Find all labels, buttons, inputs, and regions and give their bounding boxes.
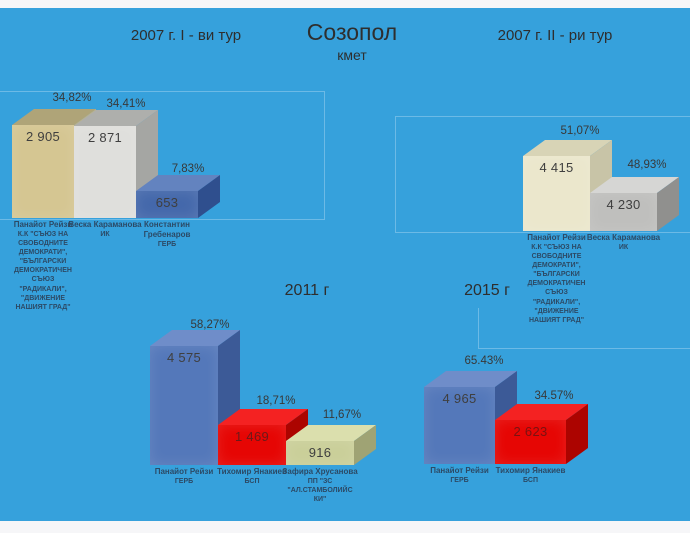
- bar-top-face: [74, 110, 158, 126]
- bar-value-label: 4 230: [606, 197, 641, 212]
- candidate-party: к.к "СЪЮЗ НА СВОБОДНИТЕ ДЕМОКРАТИ", "БЪЛ…: [14, 231, 72, 311]
- bar-category-label: Тихомир Янакиев БСП: [207, 467, 297, 486]
- header-2015: 2015 г: [464, 282, 510, 299]
- bar-percent-label: 7,83%: [171, 163, 205, 175]
- candidate-name: Веска Караманова: [586, 233, 661, 242]
- bar-percent-label: 18,71%: [256, 395, 296, 407]
- header-2007-round2: 2007 г. II - ри тур: [497, 27, 613, 44]
- bar-front-face: 1 469: [218, 425, 286, 465]
- bar-2007-r1-2: 2 871: [74, 126, 136, 218]
- bar-percent-label: 58,27%: [190, 319, 230, 331]
- bar-category-label: Веска Караманова ИК: [60, 220, 150, 239]
- candidate-party: БСП: [244, 478, 260, 485]
- plot-frame-2007-round1: [0, 91, 325, 220]
- bar-top-face: [136, 175, 220, 191]
- candidate-party: ИК: [100, 231, 110, 238]
- candidate-party: БСП: [522, 477, 539, 484]
- candidate-name: Зафира Хрусанова: [282, 467, 358, 476]
- bar-percent-label: 48,93%: [627, 159, 667, 171]
- bar-2007-r1-1: 2 905: [12, 125, 74, 218]
- header-2007-round1: 2007 г. I - ви тур: [130, 27, 242, 44]
- bar-front-face: 916: [286, 441, 354, 465]
- bar-front-face: 4 965: [424, 387, 495, 464]
- bar-front-face: 2 623: [495, 420, 566, 464]
- bar-value-label: 1 469: [234, 429, 270, 444]
- bar-top-face: [523, 140, 612, 156]
- candidate-name: Панайот Рейзи: [154, 467, 214, 476]
- bar-side-face: [566, 404, 588, 464]
- header-2011: 2011 г: [284, 282, 330, 299]
- bar-value-label: 4 575: [166, 350, 202, 365]
- bar-category-label: Панайот Рейзи ГЕРБ: [415, 466, 505, 485]
- bar-front-face: 4 415: [523, 156, 590, 231]
- candidate-name: Тихомир Янакиев: [495, 466, 566, 475]
- bar-category-label: Веска Караманова ИК: [579, 233, 669, 252]
- bar-side-face: [657, 177, 679, 231]
- candidate-name: Панайот Рейзи: [430, 466, 489, 475]
- bar-value-label: 2 871: [87, 130, 123, 145]
- bar-front-face: 2 905: [12, 125, 74, 218]
- bar-top-face: [495, 404, 588, 420]
- bar-category-label: Зафира Хрусанова ПП "ЗС "АЛ.СТАМБОЛИЙСКИ": [275, 467, 365, 504]
- bar-percent-label: 34.57%: [534, 390, 574, 402]
- chart-canvas: 2007 г. I - ви тур Созопол кмет 2007 г. …: [0, 8, 690, 521]
- bar-top-face: [424, 371, 517, 387]
- page-subtitle: кмет: [337, 47, 367, 63]
- bar-category-label: Панайот Рейзи к.к "СЪЮЗ НА СВОБОДНИТЕ ДЕМ…: [0, 220, 88, 312]
- bar-percent-label: 34,82%: [52, 92, 92, 104]
- bar-top-face: [218, 409, 308, 425]
- candidate-name: Тихомир Янакиев: [217, 467, 287, 476]
- bar-value-label: 916: [308, 445, 332, 460]
- plot-frame-2007-round2: [395, 116, 690, 233]
- bar-value-label: 2 905: [25, 129, 61, 144]
- bar-category-label: Панайот Рейзи ГЕРБ: [139, 467, 229, 486]
- candidate-party: ИК: [618, 244, 629, 251]
- bar-front-face: 4 230: [590, 193, 657, 231]
- bar-percent-label: 34,41%: [106, 98, 146, 110]
- bar-category-label: Константин Гребенаров ГЕРБ: [122, 220, 212, 249]
- bar-2011-2: 1 469: [218, 425, 286, 465]
- candidate-name: Константин Гребенаров: [143, 220, 191, 239]
- bar-top-face: [12, 109, 96, 125]
- bar-2007-r1-3: 653: [136, 191, 198, 218]
- bar-percent-label: 51,07%: [560, 125, 600, 137]
- bar-front-face: 4 575: [150, 346, 218, 465]
- bar-percent-label: 65.43%: [464, 355, 504, 367]
- bar-value-label: 4 415: [539, 160, 574, 175]
- bar-2007-r2-1: 4 415: [523, 156, 590, 231]
- bar-front-face: 653: [136, 191, 198, 218]
- candidate-party: к.к "СЪЮЗ НА СВОБОДНИТЕ ДЕМОКРАТИ", "БЪЛ…: [527, 244, 586, 324]
- candidate-name: Панайот Рейзи: [13, 220, 73, 229]
- bar-category-label: Панайот Рейзи к.к "СЪЮЗ НА СВОБОДНИТЕ ДЕМ…: [512, 233, 602, 325]
- bar-value-label: 2 623: [513, 424, 548, 439]
- bar-value-label: 4 965: [442, 391, 477, 406]
- candidate-name: Веска Караманова: [68, 220, 142, 229]
- plot-line-2015-vertical: [478, 308, 479, 348]
- page-title: Созопол: [306, 19, 398, 45]
- plot-line-2015-horizontal: [478, 348, 690, 349]
- candidate-name: Панайот Рейзи: [527, 233, 586, 242]
- candidate-party: ПП "ЗС "АЛ.СТАМБОЛИЙСКИ": [287, 478, 353, 504]
- candidate-party: ГЕРБ: [450, 477, 469, 484]
- bar-top-face: [590, 177, 679, 193]
- bar-top-face: [286, 425, 376, 441]
- candidate-party: ГЕРБ: [174, 478, 194, 485]
- bar-top-face: [150, 330, 240, 346]
- bar-percent-label: 11,67%: [322, 409, 362, 421]
- candidate-party: ГЕРБ: [157, 241, 177, 248]
- bar-value-label: 653: [155, 195, 179, 210]
- bar-front-face: 2 871: [74, 126, 136, 218]
- bar-2015-2: 2 623: [495, 420, 566, 464]
- bar-category-label: Тихомир Янакиев БСП: [486, 466, 576, 485]
- bar-2011-3: 916: [286, 441, 354, 465]
- bar-2007-r2-2: 4 230: [590, 193, 657, 231]
- bar-2015-1: 4 965: [424, 387, 495, 464]
- bar-2011-1: 4 575: [150, 346, 218, 465]
